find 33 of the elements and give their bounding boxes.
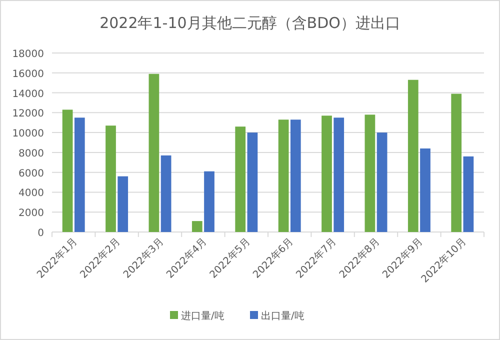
bar (74, 118, 85, 232)
y-tick-label: 6000 (18, 168, 44, 180)
bar (334, 118, 344, 232)
bar (160, 155, 172, 232)
bar (364, 114, 376, 232)
bar (204, 171, 214, 232)
bar (235, 126, 246, 232)
y-tick-label: 2000 (18, 208, 44, 220)
bar (322, 116, 332, 232)
bar (148, 74, 160, 232)
legend-label: 进口量/吨 (181, 310, 224, 322)
bar (451, 94, 462, 232)
bar (290, 120, 301, 232)
bar (118, 176, 128, 232)
bar (192, 221, 202, 232)
bar (408, 80, 418, 232)
y-tick-label: 18000 (12, 49, 44, 60)
y-tick-label: 8000 (18, 148, 44, 160)
bar (62, 110, 73, 232)
y-tick-label: 12000 (12, 108, 44, 120)
y-tick-label: 16000 (12, 68, 44, 80)
bar (420, 148, 430, 232)
bar (376, 132, 388, 232)
y-tick-label: 0 (38, 228, 44, 239)
bar (463, 156, 474, 232)
y-tick-label: 4000 (18, 188, 44, 200)
y-tick-label: 14000 (12, 88, 44, 100)
y-tick-label: 10000 (12, 128, 44, 140)
bar (278, 120, 289, 232)
chart-title: 2022年1-10月其他二元醇（含BDO）进出口 (100, 14, 400, 32)
bar (247, 132, 258, 232)
legend-label: 出口量/吨 (261, 310, 304, 322)
bar (106, 126, 116, 232)
